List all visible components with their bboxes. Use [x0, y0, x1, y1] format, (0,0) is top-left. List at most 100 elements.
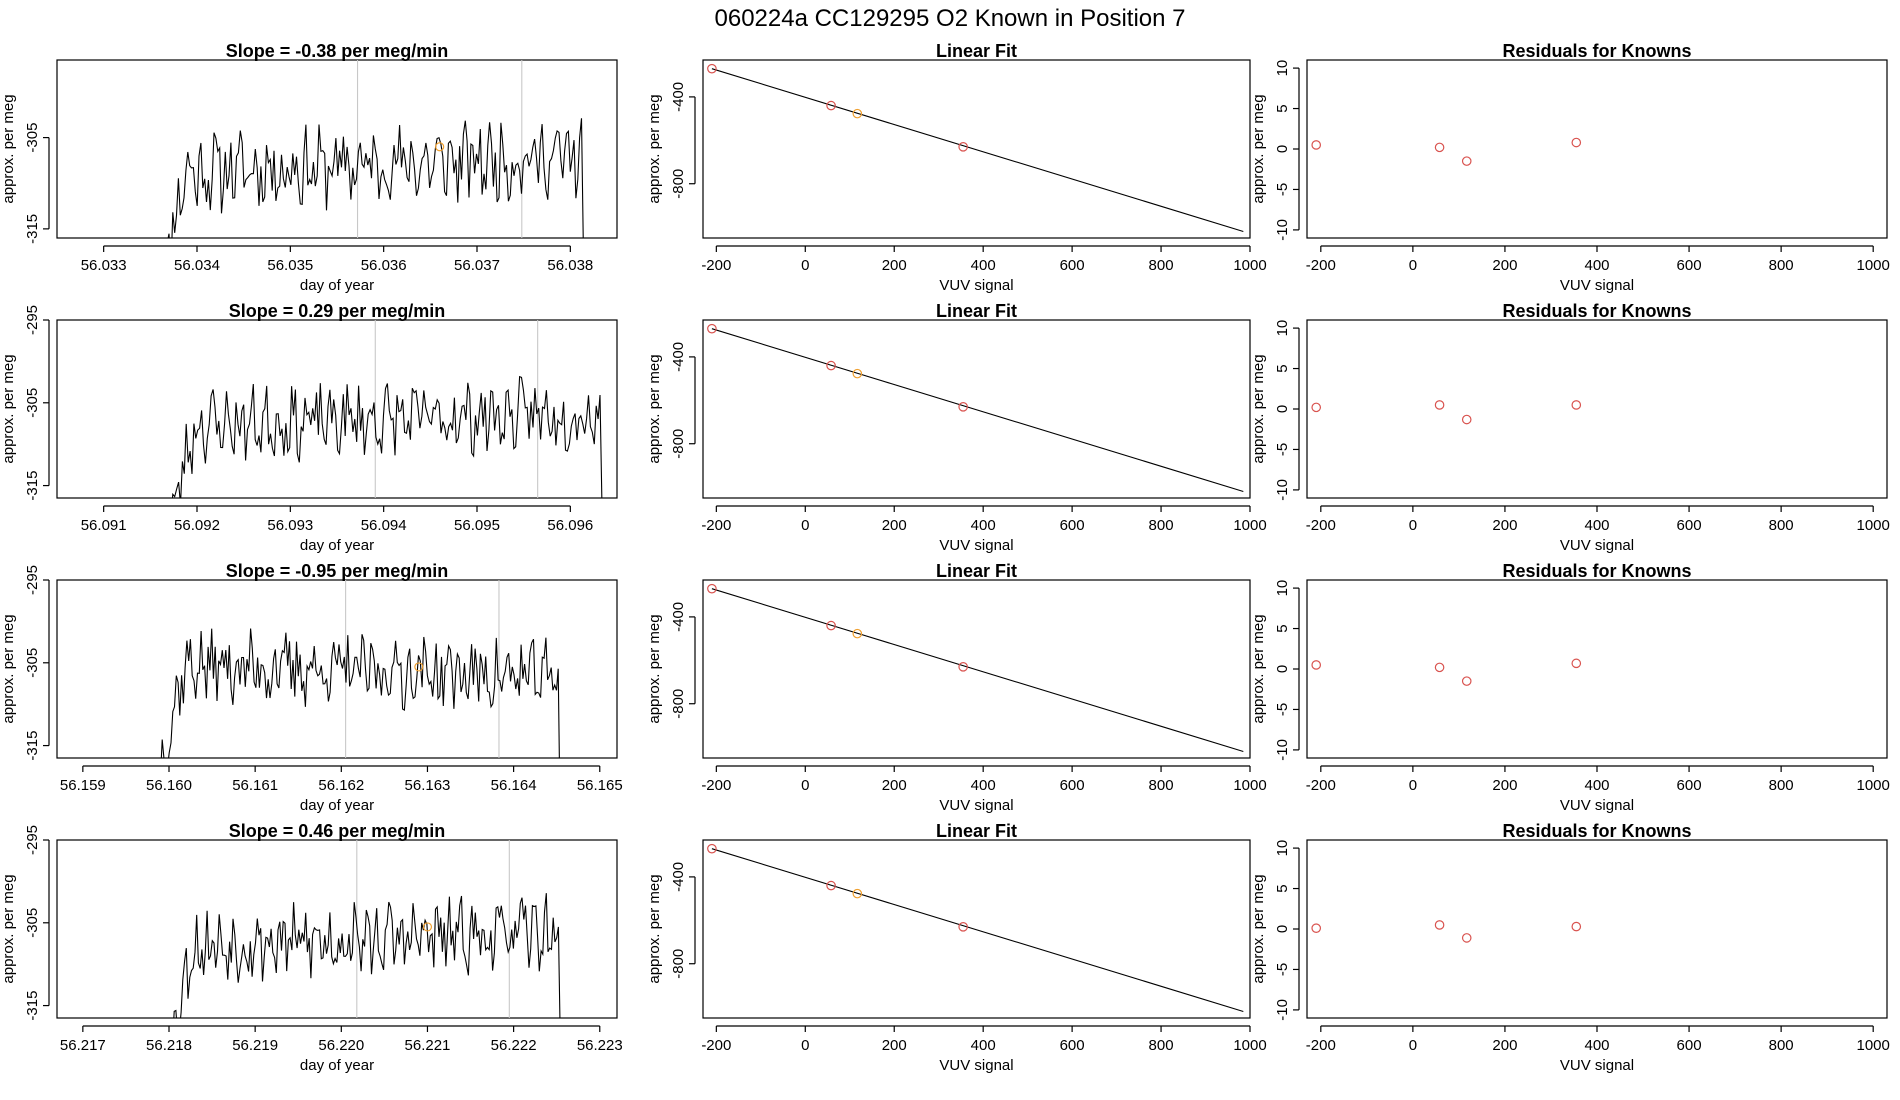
y-tick-label: 5	[1274, 884, 1291, 892]
chart-title: Slope = -0.38 per meg/min	[226, 41, 449, 61]
plot-frame	[1306, 59, 1888, 239]
plot-area	[171, 320, 603, 498]
x-tick-label: 600	[1677, 1037, 1702, 1054]
chart-2-1: Slope = 0.29 per meg/min 56.091 56.092 56.0…	[0, 301, 618, 554]
y-axis-label: approx. per meg	[1250, 94, 1267, 203]
data-point	[1571, 137, 1582, 148]
data-point	[852, 888, 863, 899]
x-tick-label: 56.093	[267, 517, 313, 534]
x-tick-label: 600	[1677, 517, 1702, 534]
plot-area	[1311, 137, 1582, 166]
x-tick-label: 400	[971, 1037, 996, 1054]
y-tick-label: -400	[670, 602, 687, 632]
x-tick-label: 56.160	[146, 777, 192, 794]
plot-frame	[56, 59, 618, 239]
x-axis-label: day of year	[300, 797, 374, 814]
chart-title: Linear Fit	[936, 821, 1017, 841]
y-tick-label: -315	[24, 731, 41, 761]
x-tick-label: 600	[1677, 257, 1702, 274]
x-tick-label: 0	[1409, 1037, 1417, 1054]
x-axis-label: day of year	[300, 277, 374, 294]
fit-line	[711, 848, 1244, 1013]
y-tick-label: -305	[24, 908, 41, 938]
y-tick-label: -315	[24, 214, 41, 244]
data-point	[852, 628, 863, 639]
plot-area	[1311, 920, 1582, 943]
y-tick-label: -295	[24, 825, 41, 855]
x-tick-label: 0	[1409, 517, 1417, 534]
y-tick-label: 5	[1274, 364, 1291, 372]
data-point	[1461, 676, 1472, 686]
marker-point	[422, 922, 433, 932]
data-point	[1461, 933, 1472, 943]
y-tick-label: -800	[670, 169, 687, 199]
data-point	[1434, 662, 1445, 673]
plot-frame	[702, 839, 1251, 1019]
x-tick-label: 56.161	[232, 777, 278, 794]
chart-4-1: Slope = 0.46 per meg/min 56.217 56.218 56.2…	[0, 821, 623, 1074]
plot-frame	[56, 319, 618, 499]
x-tick-label: 56.035	[267, 257, 313, 274]
x-tick-label: 200	[882, 257, 907, 274]
x-tick-label: 56.036	[361, 257, 407, 274]
plot-area	[173, 840, 561, 1018]
x-tick-label: 1000	[1857, 1037, 1890, 1054]
data-point	[1311, 660, 1322, 670]
chart-1-1: Slope = -0.38 per meg/min 56.033 56.034 56.…	[0, 41, 618, 294]
x-tick-label: 56.094	[361, 517, 407, 534]
y-axis-label: approx. per meg	[646, 354, 663, 463]
y-tick-label: -400	[670, 342, 687, 372]
chart-1-3: Residuals for Knowns-200 0 200 400 600 800 100…	[1250, 41, 1890, 294]
x-tick-label: 200	[882, 1037, 907, 1054]
chart-title: Slope = -0.95 per meg/min	[226, 561, 449, 581]
data-point	[1311, 923, 1322, 933]
y-tick-label: 10	[1274, 840, 1291, 857]
chart-title: Residuals for Knowns	[1502, 821, 1691, 841]
data-point	[958, 402, 968, 412]
y-axis-label: approx. per meg	[646, 874, 663, 983]
x-tick-label: 56.092	[174, 517, 220, 534]
x-tick-label: 56.159	[60, 777, 106, 794]
data-series-line	[173, 893, 561, 1018]
y-tick-label: -800	[670, 429, 687, 459]
x-axis-label: day of year	[300, 1057, 374, 1074]
data-point	[1571, 921, 1582, 932]
y-tick-label: 0	[1274, 405, 1291, 413]
plot-frame	[702, 579, 1251, 759]
plot-frame	[1306, 319, 1888, 499]
y-tick-label: 10	[1274, 60, 1291, 77]
x-tick-label: 400	[1584, 1037, 1609, 1054]
y-tick-label: -10	[1274, 479, 1291, 501]
x-tick-label: 600	[1677, 777, 1702, 794]
chart-2-2: Linear Fit -200 0 200 400 600 800 1000 VUV signa…	[646, 301, 1267, 554]
chart-title: Residuals for Knowns	[1502, 301, 1691, 321]
y-tick-label: -315	[24, 471, 41, 501]
chart-title: Residuals for Knowns	[1502, 41, 1691, 61]
y-tick-label: -5	[1274, 183, 1291, 196]
page-title-text: 060224a CC129295 O2 Known in Position 7	[715, 5, 1186, 32]
x-tick-label: 200	[1492, 257, 1517, 274]
y-tick-label: -10	[1274, 739, 1291, 761]
x-axis-label: VUV signal	[1560, 537, 1634, 554]
data-point	[826, 620, 836, 631]
y-tick-label: -5	[1274, 443, 1291, 456]
marker-point	[414, 662, 424, 672]
data-point	[826, 100, 836, 111]
chart-4-2: Linear Fit -200 0 200 400 600 800 1000 VUV signa…	[646, 821, 1267, 1074]
x-tick-label: 600	[1060, 517, 1085, 534]
data-point	[1571, 400, 1582, 410]
plot-area	[707, 323, 1244, 493]
chart-title: Residuals for Knowns	[1502, 561, 1691, 581]
x-tick-label: 56.222	[491, 1037, 537, 1054]
fit-line	[711, 328, 1244, 493]
x-tick-label: 800	[1149, 517, 1174, 534]
chart-2-3: Residuals for Knowns-200 0 200 400 600 800 100…	[1250, 301, 1890, 554]
plot-area	[1311, 658, 1582, 686]
plot-frame	[56, 839, 618, 1019]
y-tick-label: 0	[1274, 145, 1291, 153]
y-axis-label: approx. per meg	[0, 874, 17, 983]
y-tick-label: -305	[24, 388, 41, 418]
fit-line	[711, 68, 1244, 233]
x-tick-label: 400	[971, 517, 996, 534]
x-tick-label: 0	[1409, 257, 1417, 274]
